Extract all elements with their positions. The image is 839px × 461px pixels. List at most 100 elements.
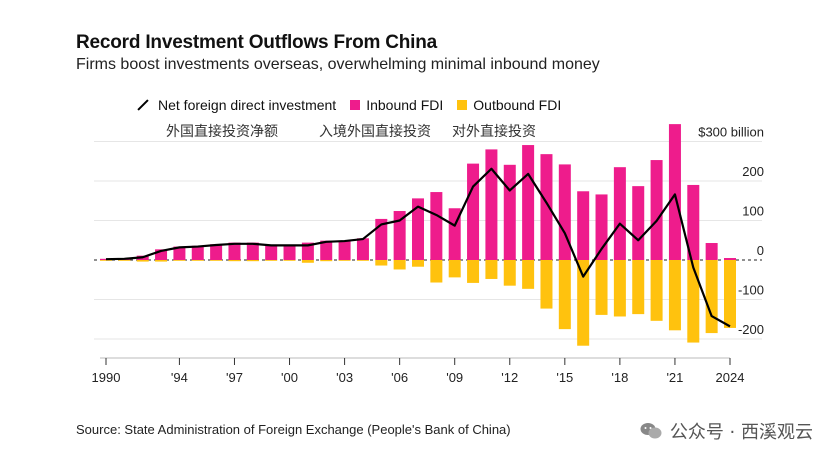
annotation-cn-inbound: 入境外国直接投资 <box>319 124 431 140</box>
fdi-chart: $300 billion 200 100 0 -100 -200 1990 '94 '97 '00… <box>92 124 764 385</box>
source-note: Source: State Administration of Foreign … <box>76 422 511 437</box>
legend-outbound-label: Outbound FDI <box>473 97 562 113</box>
inbound-bar <box>650 160 663 260</box>
outbound-bar <box>301 260 314 263</box>
legend-outbound: Outbound FDI <box>457 97 561 113</box>
inbound-bar <box>320 240 333 260</box>
x-tick-label: '18 <box>611 370 628 385</box>
x-tick-label: '94 <box>171 370 188 385</box>
inbound-bar <box>210 244 223 260</box>
outbound-bar <box>100 260 112 261</box>
legend-inbound: Inbound FDI <box>350 97 443 113</box>
x-tick-label: 1990 <box>92 370 121 385</box>
annotation-cn-net: 外国直接投资净额 <box>166 124 278 140</box>
inbound-bar <box>430 192 443 260</box>
outbound-bar <box>577 260 590 346</box>
outbound-bar <box>338 260 351 261</box>
inbound-bar <box>246 242 259 260</box>
outbound-bar <box>228 260 241 262</box>
outbound-bar <box>210 260 223 261</box>
x-tick-label: '15 <box>556 370 573 385</box>
inbound-bar <box>668 124 681 261</box>
inbound-bar <box>375 218 388 260</box>
inbound-bar <box>632 186 645 260</box>
outbound-bar <box>705 260 718 334</box>
outbound-bar <box>375 260 388 266</box>
legend-net-label: Net foreign direct investment <box>158 97 337 113</box>
outbound-bar <box>448 260 461 278</box>
inbound-bar <box>503 164 516 260</box>
watermark: 公众号 · 西溪观云 <box>640 418 813 444</box>
inbound-bar <box>724 258 736 260</box>
inbound-bar <box>356 238 369 260</box>
inbound-bar <box>705 243 718 260</box>
inbound-bar <box>522 145 535 260</box>
x-tick-label: '12 <box>501 370 518 385</box>
inbound-bar <box>540 154 553 260</box>
inbound-bar <box>338 240 351 260</box>
outbound-bar <box>283 260 296 261</box>
outbound-bar <box>393 260 406 270</box>
inbound-bar <box>228 242 241 260</box>
outbound-bar <box>540 260 553 309</box>
wechat-icon <box>640 423 662 439</box>
outbound-bar <box>173 260 186 261</box>
outbound-bar <box>595 260 608 315</box>
x-tick-label: '21 <box>666 370 683 385</box>
watermark-text: 公众号 · 西溪观云 <box>669 422 813 443</box>
outbound-bar <box>687 260 700 343</box>
y-tick-label: 100 <box>742 204 764 219</box>
outbound-bar <box>724 260 736 328</box>
outbound-bar <box>522 260 535 289</box>
y-tick-label: -100 <box>738 283 764 298</box>
x-tick-label: '09 <box>446 370 463 385</box>
inbound-bar <box>558 164 571 260</box>
outbound-bar <box>412 260 424 267</box>
y-tick-label: 200 <box>742 164 764 179</box>
inbound-bar <box>412 198 424 260</box>
x-tick-label: '97 <box>226 370 243 385</box>
legend: Net foreign direct investment Inbound FD… <box>136 97 575 113</box>
outbound-bar <box>356 260 369 261</box>
chart-title: Record Investment Outflows From China <box>76 32 438 53</box>
legend-inbound-swatch <box>350 100 361 110</box>
outbound-bar <box>485 260 498 279</box>
y-tick-label: 0 <box>757 243 764 258</box>
inbound-bar <box>283 244 296 260</box>
outbound-bar <box>650 260 663 321</box>
legend-outbound-swatch <box>457 100 468 110</box>
inbound-bar <box>613 167 626 260</box>
inbound-bar <box>191 245 204 260</box>
chart-subtitle: Firms boost investments overseas, overwh… <box>76 56 600 73</box>
inbound-bar <box>577 191 590 260</box>
net-fdi-line <box>105 167 731 328</box>
outbound-bar <box>155 260 168 262</box>
inbound-bar <box>265 244 278 260</box>
outbound-bar <box>246 260 259 262</box>
outbound-bar <box>136 260 149 262</box>
inbound-bar <box>687 184 700 260</box>
legend-net: Net foreign direct investment <box>136 97 336 113</box>
x-tick-label: '03 <box>336 370 353 385</box>
outbound-bar <box>632 260 645 315</box>
y-tick-label: -200 <box>738 322 764 337</box>
outbound-bar <box>191 260 204 261</box>
inbound-bar <box>393 211 406 260</box>
x-tick-label: 2024 <box>716 370 745 385</box>
outbound-bar <box>118 260 131 261</box>
outbound-bar <box>503 260 516 286</box>
outbound-bar <box>558 260 571 330</box>
outbound-bar <box>265 260 278 261</box>
outbound-bar <box>668 260 681 331</box>
legend-inbound-label: Inbound FDI <box>366 97 444 113</box>
inbound-bar <box>485 149 498 260</box>
inbound-bar <box>100 258 112 260</box>
y-tick-label: $300 billion <box>698 125 764 140</box>
outbound-bar <box>467 260 480 283</box>
inbound-bar <box>173 246 186 260</box>
outbound-bar <box>430 260 443 283</box>
inbound-bar <box>301 242 314 260</box>
x-tick-label: '00 <box>281 370 298 385</box>
outbound-bar <box>320 260 333 262</box>
outbound-bar <box>613 260 626 317</box>
